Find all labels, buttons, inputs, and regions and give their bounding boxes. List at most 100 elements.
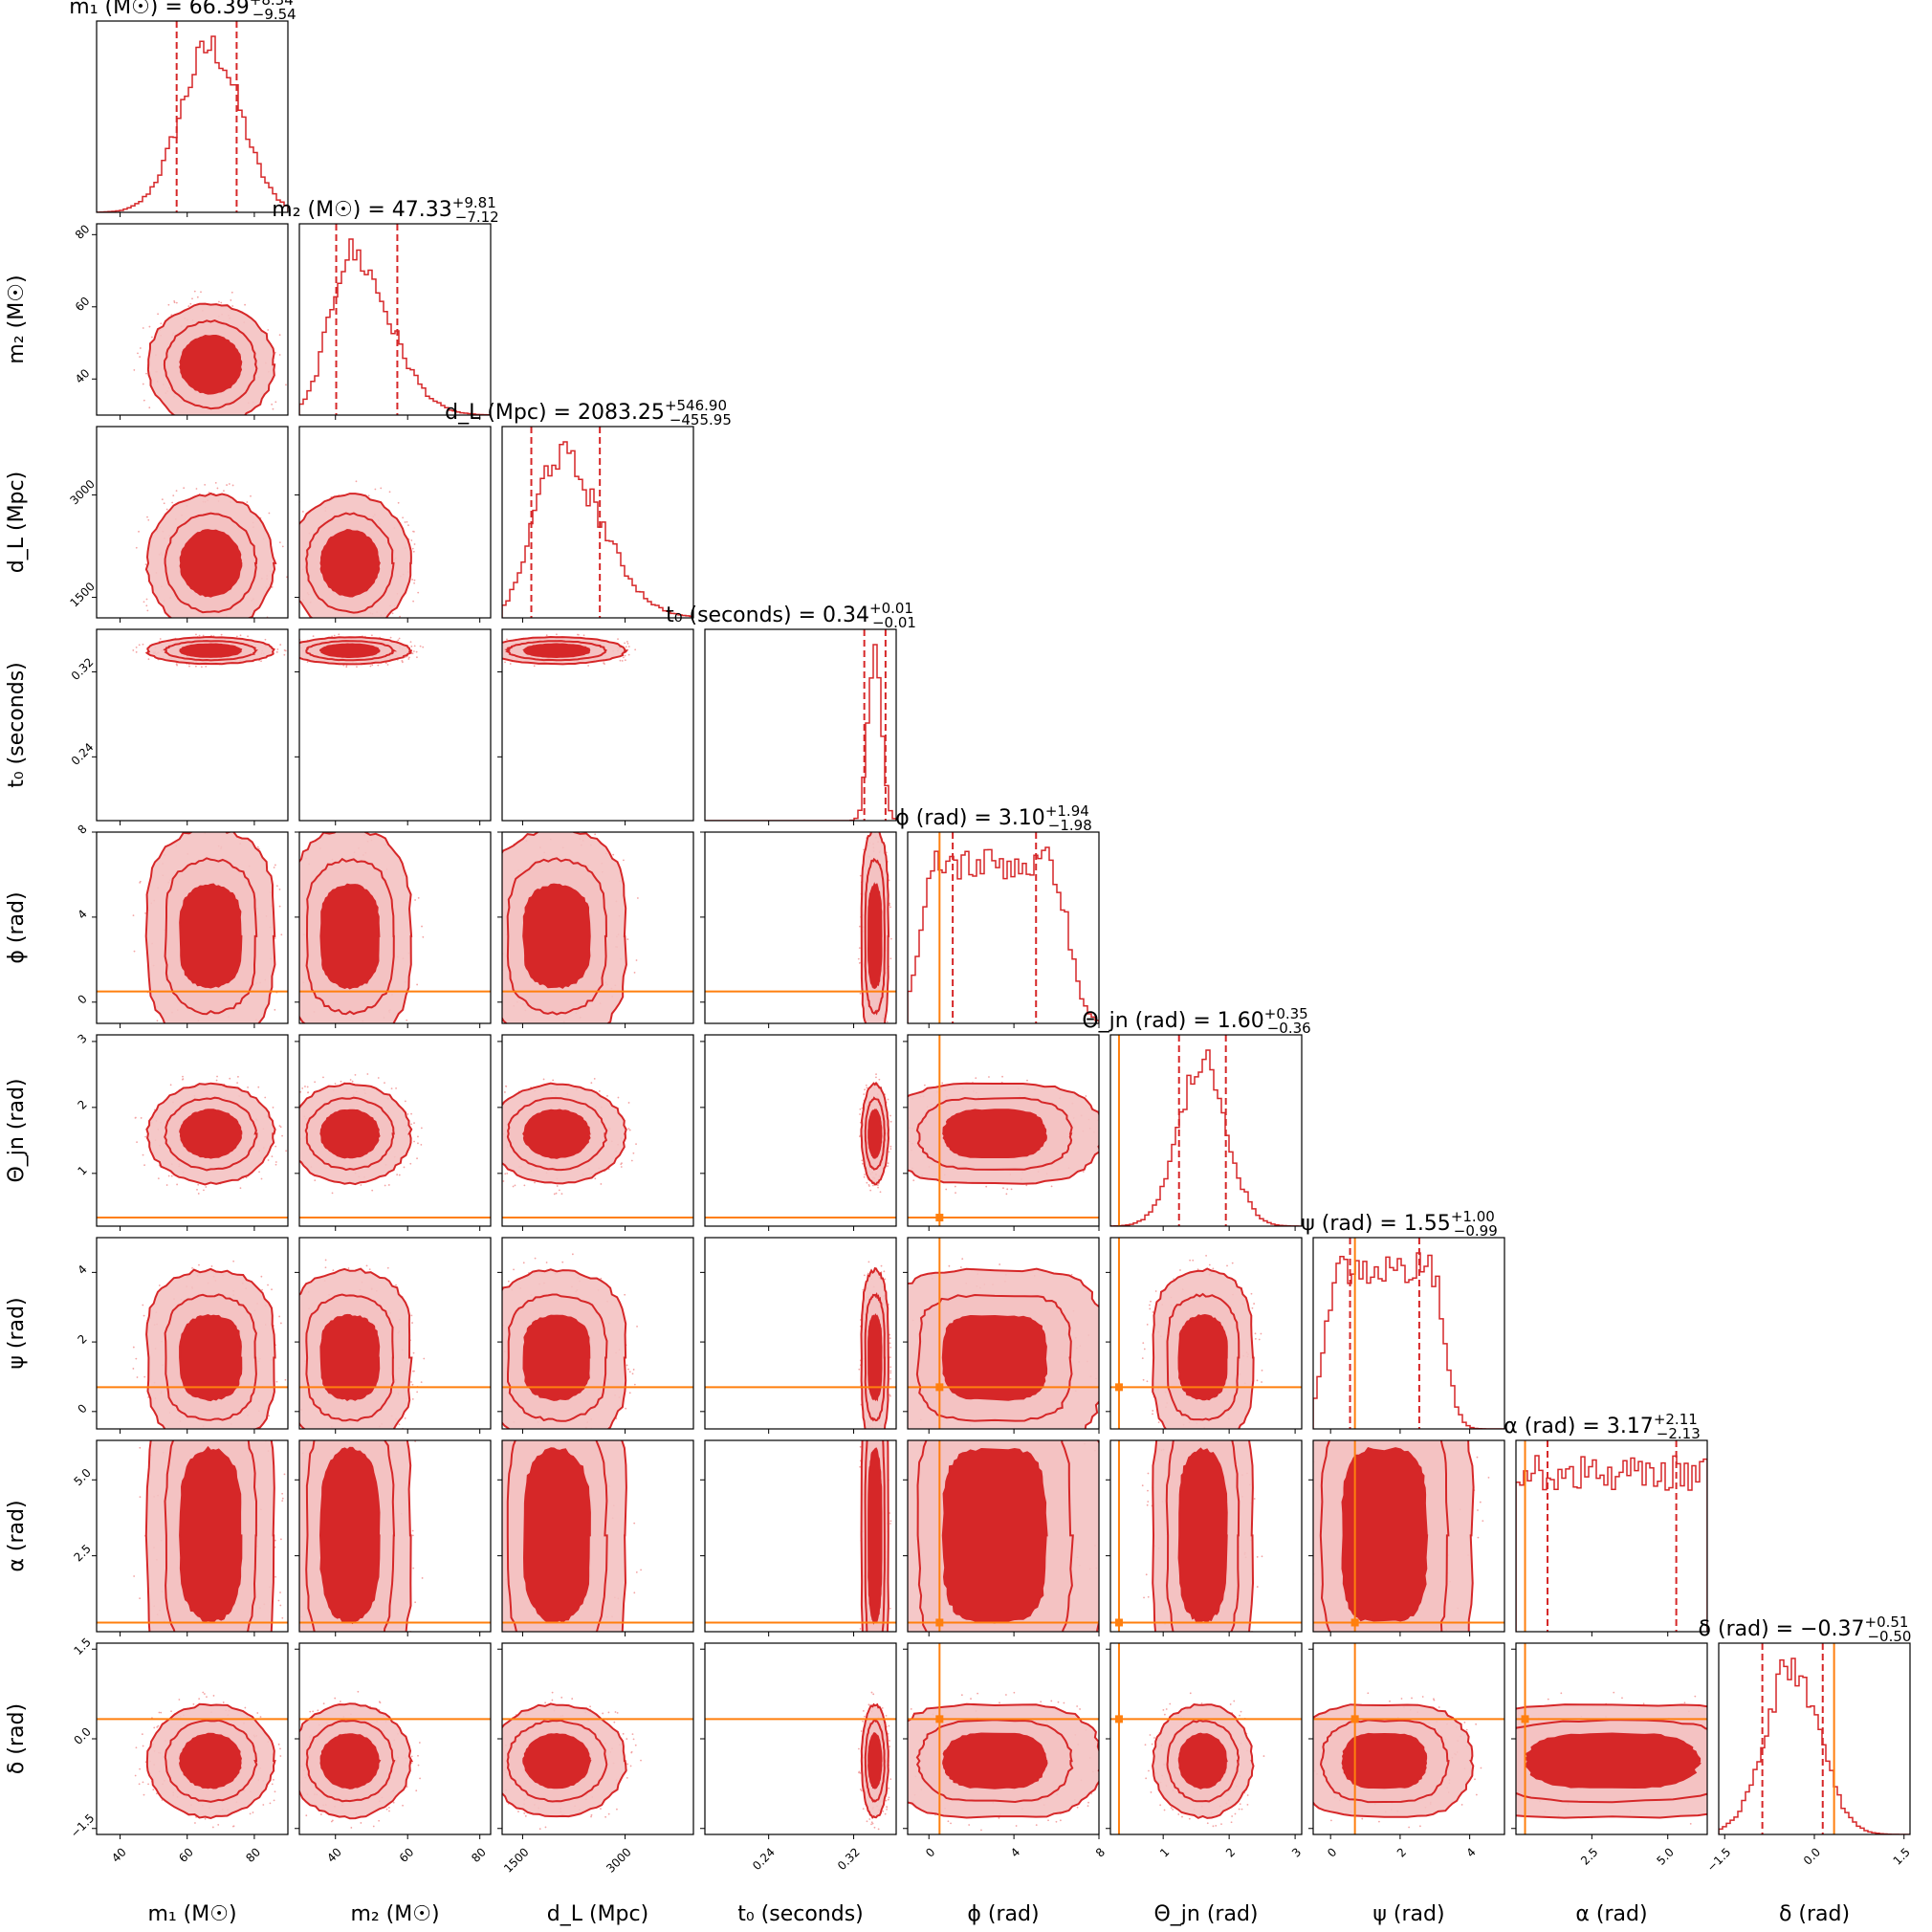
- panel-frame: [1109, 1034, 1303, 1227]
- panel-frame: [96, 831, 289, 1024]
- panel-frame: [501, 1034, 694, 1227]
- contour-panel-t0-vs-dL: [497, 628, 694, 825]
- x-tick-label: 80: [243, 1845, 263, 1865]
- contour-level-3: [941, 1314, 1048, 1401]
- contour-panel-delta-vs-m1: 40 60 80 −1.5 0.0 1.5: [68, 1636, 289, 1865]
- panel-frame: [907, 1439, 1100, 1633]
- contour-panel-psi-vs-dL: [497, 1237, 694, 1434]
- x-axis-label-psi: ψ (rad): [1372, 1902, 1444, 1926]
- x-tick-label: 0: [923, 1845, 937, 1859]
- truth-marker: [935, 1715, 944, 1723]
- hist-panel-m1: m₁ (M☉) = 66.39+8.34 −9.54: [69, 0, 296, 217]
- hist-panel-m2: m₂ (M☉) = 47.33+9.81 −7.12: [272, 194, 499, 420]
- panel-frame: [501, 1439, 694, 1633]
- y-tick-label: 80: [73, 222, 93, 242]
- contour-panel-phi-vs-dL: [497, 831, 694, 1028]
- y-tick-label: 2.5: [71, 1542, 93, 1564]
- y-tick-label: 3000: [67, 477, 97, 507]
- contour-panel-phi-vs-t0: [700, 831, 897, 1028]
- panel-frame: [1515, 1439, 1708, 1633]
- contour-level-3: [179, 1109, 243, 1159]
- x-axis-label-delta: δ (rad): [1779, 1902, 1850, 1926]
- panel-frame: [907, 1034, 1100, 1227]
- contour-level-3: [319, 1109, 381, 1159]
- contour-level-3: [318, 1446, 381, 1625]
- y-tick-label: 2: [76, 1332, 90, 1347]
- x-tick-label: 3: [1289, 1845, 1304, 1859]
- panel-frame: [96, 223, 289, 416]
- y-tick-label: 0.32: [69, 655, 97, 683]
- panel-frame: [1109, 1237, 1303, 1430]
- x-axis-label-dL: d_L (Mpc): [547, 1902, 648, 1926]
- x-tick-label: 40: [109, 1845, 129, 1865]
- contour-level-3: [522, 1447, 591, 1623]
- contour-level-3: [179, 1732, 242, 1789]
- hist-panel-phi: ϕ (rad) = 3.10+1.94 −1.98: [895, 802, 1100, 1028]
- contour-level-3: [319, 1733, 382, 1789]
- x-tick-label: 2: [1223, 1845, 1238, 1859]
- x-tick-label: 2: [1394, 1845, 1409, 1859]
- contour-panel-phi-vs-m2: [295, 831, 492, 1028]
- contour-level-3: [522, 1109, 591, 1159]
- hist-panel-psi: ψ (rad) = 1.55+1.00 −0.99: [1301, 1208, 1505, 1434]
- x-tick-label: 60: [397, 1845, 417, 1865]
- contour-panel-alpha-vs-m2: [295, 1439, 492, 1636]
- y-axis-label-delta: δ (rad): [5, 1703, 29, 1774]
- contour-level-3: [179, 883, 243, 989]
- y-tick-label: 0.24: [69, 740, 97, 768]
- panel-frame: [96, 426, 289, 619]
- contour-panel-delta-vs-alpha: 2.5 5.0: [1511, 1642, 1708, 1868]
- hist-panel-delta: δ (rad) = −0.37+0.51 −0.50 −1.5 0.0 1.5: [1699, 1614, 1913, 1875]
- contour-panel-alpha-vs-theta: [1106, 1439, 1303, 1636]
- y-tick-label: 4: [76, 907, 90, 921]
- contour-panel-theta-vs-dL: [497, 1034, 694, 1231]
- panel-frame: [298, 1439, 492, 1633]
- histogram-m1: [97, 35, 288, 212]
- truth-marker: [935, 1618, 944, 1627]
- y-tick-label: 2: [76, 1097, 90, 1111]
- y-axis-label-t0: t₀ (seconds): [5, 662, 29, 788]
- contour-panel-theta-vs-m1: 1 2 3: [76, 1031, 289, 1231]
- contour-panel-delta-vs-m2: 40 60 80: [295, 1642, 492, 1865]
- x-tick-label: −1.5: [1704, 1845, 1734, 1875]
- panel-title-m2: m₂ (M☉) = 47.33+9.81 −7.12: [272, 194, 498, 226]
- contour-level-3: [1341, 1732, 1428, 1789]
- contour-panel-delta-vs-phi: 0 4 8: [903, 1642, 1108, 1860]
- panel-frame: [96, 20, 289, 213]
- panel-frame: [501, 1237, 694, 1430]
- x-tick-label: 4: [1008, 1845, 1022, 1859]
- contour-level-3: [942, 1109, 1047, 1158]
- y-tick-label: 1.5: [71, 1636, 93, 1658]
- contour-level-3: [319, 528, 382, 598]
- contour-level-3: [1177, 1447, 1228, 1624]
- contour-panel-dL-vs-m2: [295, 426, 492, 623]
- x-tick-label: 40: [324, 1845, 344, 1865]
- panel-title-delta: δ (rad) = −0.37+0.51 −0.50: [1699, 1614, 1912, 1645]
- histogram-psi: [1313, 1252, 1504, 1429]
- hist-panel-alpha: α (rad) = 3.17+2.11 −2.13: [1504, 1411, 1708, 1636]
- contour-level-3: [319, 1313, 381, 1402]
- y-tick-label: 5.0: [71, 1466, 93, 1488]
- x-tick-label: 4: [1464, 1845, 1479, 1859]
- panel-title-t0: t₀ (seconds) = 0.34+0.01 −0.01: [666, 600, 916, 631]
- x-axis-label-theta: Θ_jn (rad): [1153, 1902, 1258, 1926]
- contour-level-3: [179, 643, 243, 658]
- truth-marker: [1350, 1618, 1359, 1627]
- contour-panel-theta-vs-t0: [700, 1034, 897, 1231]
- contour-panel-psi-vs-phi: [903, 1237, 1100, 1434]
- x-axis-label-alpha: α (rad): [1575, 1902, 1647, 1926]
- y-axis-label-alpha: α (rad): [5, 1500, 29, 1571]
- x-tick-label: 0: [1325, 1845, 1339, 1859]
- panel-title-psi: ψ (rad) = 1.55+1.00 −0.99: [1301, 1208, 1498, 1240]
- contour-level-3: [867, 882, 883, 990]
- panel-frame: [1109, 1439, 1303, 1633]
- contour-level-3: [522, 643, 591, 659]
- contour-panel-delta-vs-t0: 0.24 0.32: [700, 1642, 897, 1873]
- panel-frame: [298, 223, 492, 416]
- panel-frame: [298, 1237, 492, 1430]
- y-tick-label: 0: [76, 992, 90, 1006]
- y-tick-label: 0.0: [71, 1724, 93, 1746]
- hist-panel-t0: t₀ (seconds) = 0.34+0.01 −0.01: [666, 600, 916, 825]
- x-tick-label: 1500: [501, 1845, 531, 1875]
